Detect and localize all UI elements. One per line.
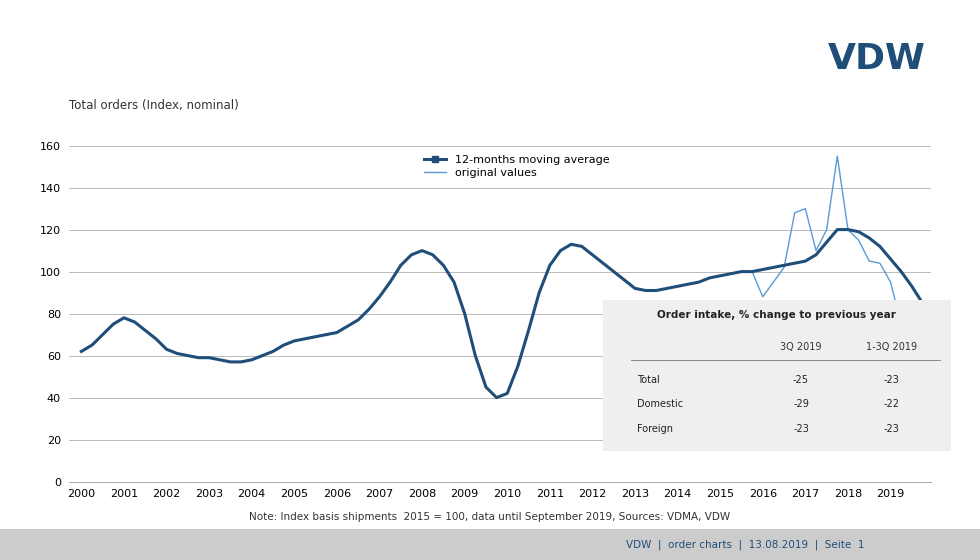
Text: -22: -22 xyxy=(883,399,900,409)
Text: Note: Index basis shipments  2015 = 100, data until September 2019, Sources: VDM: Note: Index basis shipments 2015 = 100, … xyxy=(250,512,730,522)
Text: -29: -29 xyxy=(793,399,808,409)
Text: Domestic: Domestic xyxy=(637,399,684,409)
Text: -23: -23 xyxy=(884,423,900,433)
Text: -23: -23 xyxy=(793,423,808,433)
Text: 1-3Q 2019: 1-3Q 2019 xyxy=(866,342,917,352)
Text: -25: -25 xyxy=(793,375,809,385)
Text: VDW  |  order charts  |  13.08.2019  |  Seite  1: VDW | order charts | 13.08.2019 | Seite … xyxy=(625,539,864,550)
Text: Order intake, % change to previous year: Order intake, % change to previous year xyxy=(658,310,896,320)
Text: 3Q 2019: 3Q 2019 xyxy=(780,342,822,352)
Text: Foreign: Foreign xyxy=(637,423,673,433)
Text: Total orders (Index, nominal): Total orders (Index, nominal) xyxy=(69,99,238,111)
Text: -23: -23 xyxy=(884,375,900,385)
Text: VDW: VDW xyxy=(828,42,926,76)
Legend: 12-months moving average, original values: 12-months moving average, original value… xyxy=(424,155,610,178)
Text: Total: Total xyxy=(637,375,661,385)
